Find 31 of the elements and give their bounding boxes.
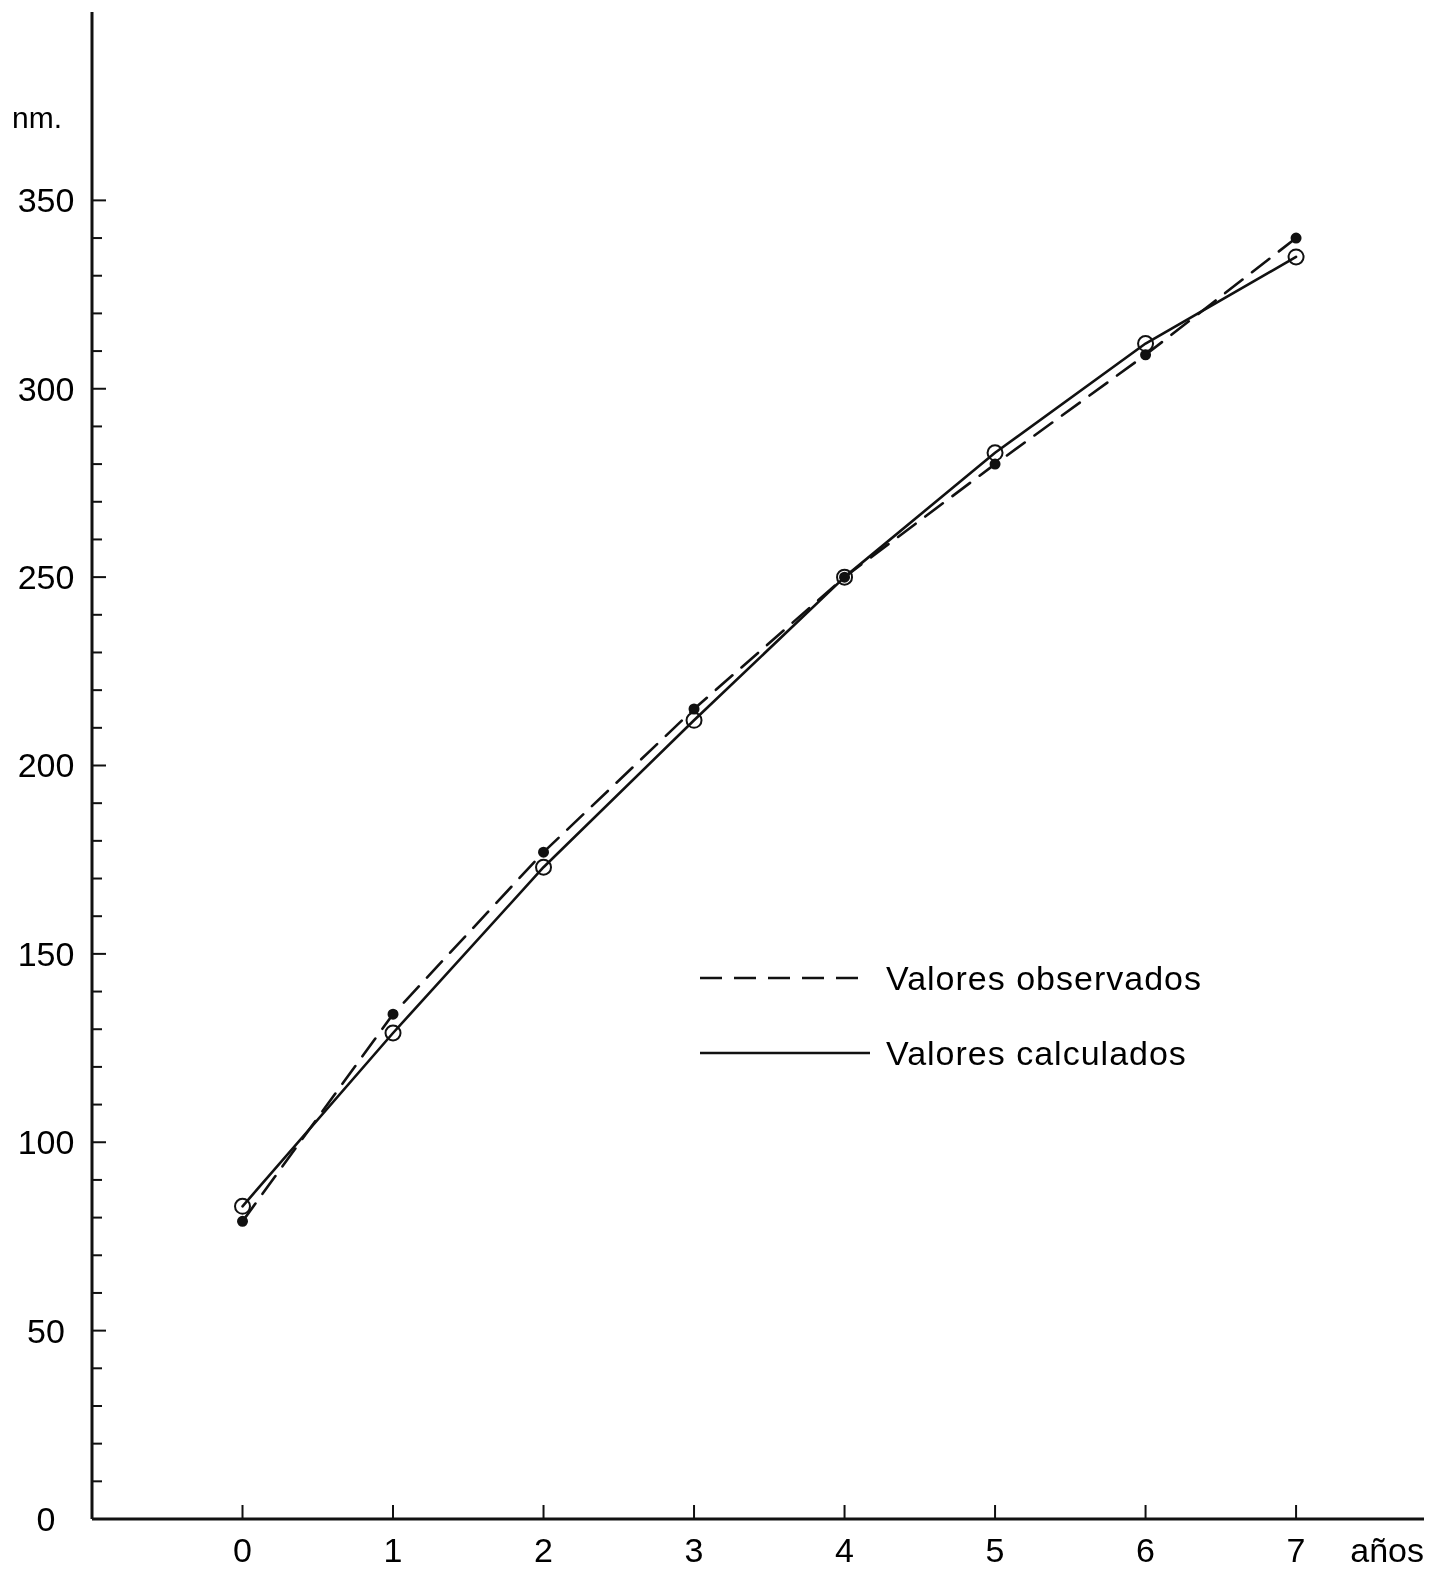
- y-tick-label: 50: [27, 1311, 65, 1350]
- point: [1287, 248, 1305, 266]
- point: [538, 846, 550, 858]
- y-tick-label: 150: [17, 934, 75, 973]
- y-tick-label: 300: [17, 369, 75, 408]
- x-tick-label: 3: [684, 1531, 704, 1569]
- x-axis-title: años: [1350, 1531, 1424, 1569]
- y-tick-label: 200: [17, 746, 75, 785]
- x-tick-label: 7: [1286, 1531, 1306, 1569]
- x-tick-label: 5: [985, 1531, 1005, 1569]
- y-tick-label: 0: [36, 1499, 56, 1538]
- y-tick-label: 100: [17, 1123, 75, 1162]
- y-tick-label: 250: [17, 558, 75, 597]
- point: [1290, 232, 1302, 244]
- legend-label: Valores calculados: [886, 1033, 1187, 1072]
- y-axis-title: nm.: [12, 101, 63, 134]
- x-tick-label: 6: [1136, 1531, 1156, 1569]
- point: [237, 1215, 249, 1227]
- y-tick-label: 350: [17, 181, 75, 220]
- x-tick-label: 1: [383, 1531, 403, 1569]
- point: [234, 1197, 252, 1215]
- point: [1137, 335, 1155, 353]
- legend-label: Valores observados: [886, 958, 1202, 997]
- point: [986, 444, 1004, 462]
- x-tick-label: 2: [534, 1531, 553, 1569]
- point: [387, 1008, 399, 1020]
- point: [535, 858, 553, 876]
- point: [384, 1024, 402, 1042]
- point: [685, 711, 703, 729]
- x-tick-label: 4: [835, 1531, 854, 1569]
- x-tick-label: 0: [233, 1531, 252, 1569]
